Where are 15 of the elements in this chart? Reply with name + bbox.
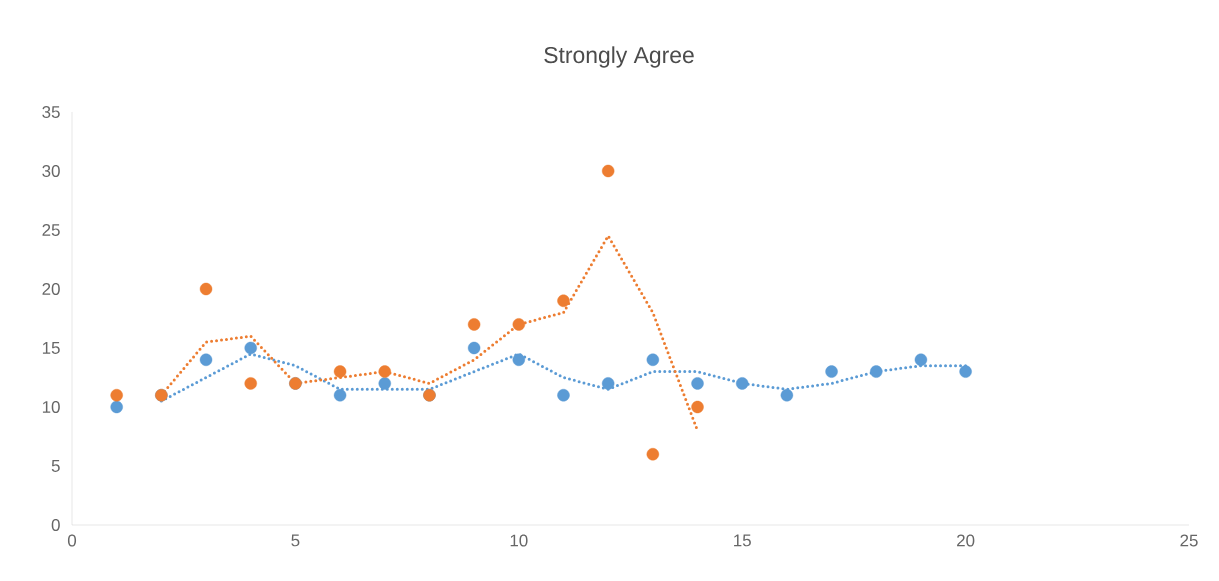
y-tick-label: 30	[42, 165, 60, 177]
x-tick-label: 5	[291, 534, 300, 547]
x-tick-label: 25	[1180, 534, 1198, 547]
x-tick-label: 15	[734, 534, 751, 547]
y-tick-label: 20	[42, 283, 60, 295]
y-tick-label: 10	[42, 401, 60, 413]
y-tick-label: 35	[42, 106, 60, 118]
chart-title: Strongly Agree	[544, 46, 694, 68]
x-tick-label: 10	[510, 534, 528, 547]
y-tick-label: 0	[51, 519, 60, 531]
y-tick-label: 25	[42, 224, 60, 236]
y-tick-label: 15	[42, 342, 60, 354]
x-tick-label: 20	[957, 534, 975, 547]
y-tick-label: 5	[51, 460, 60, 472]
x-tick-label: 0	[67, 534, 77, 547]
